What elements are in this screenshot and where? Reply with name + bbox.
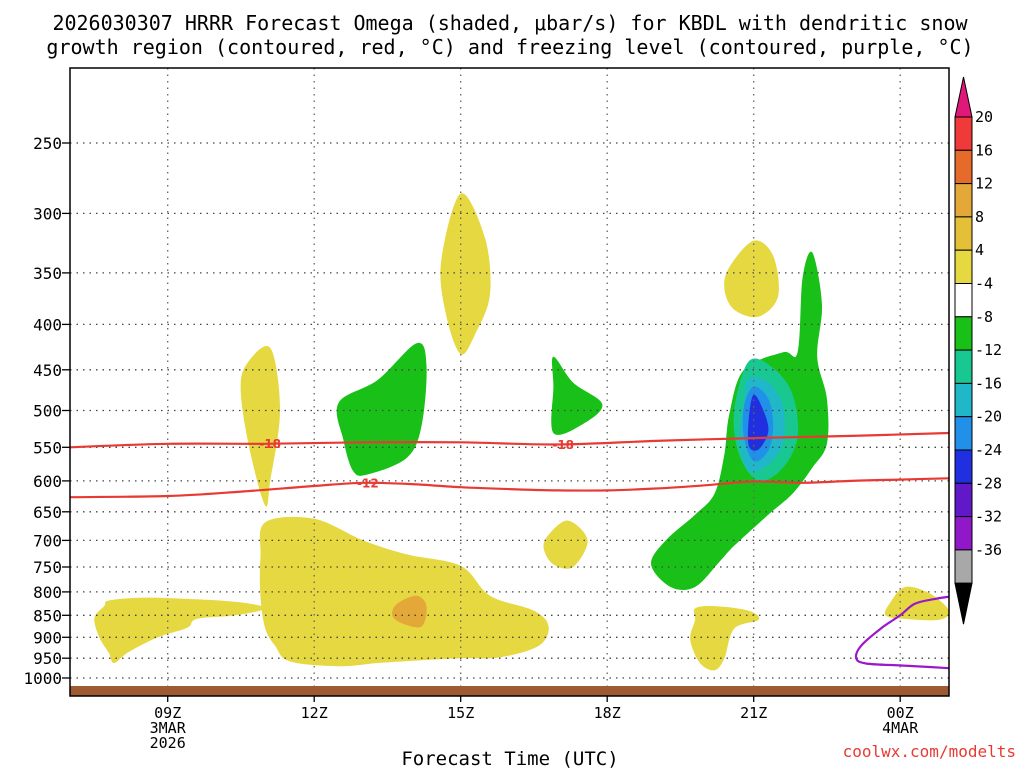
y-tick-label: 750 [33, 558, 62, 577]
omega-weak-rising-4 [259, 516, 549, 667]
y-tick-label: 300 [33, 204, 62, 223]
omega-weak-rising-4 [94, 597, 266, 664]
y-tick-label: 900 [33, 628, 62, 647]
y-tick-label: 950 [33, 649, 62, 668]
x-tick-label: 00Z [887, 704, 914, 722]
y-tick-label: 550 [33, 438, 62, 457]
omega-sinking--4 [336, 342, 427, 476]
colorbar-swatch [954, 216, 973, 251]
colorbar-swatch [954, 116, 973, 151]
colorbar-swatch [954, 149, 973, 185]
colorbar-label: 20 [975, 108, 993, 126]
y-tick-label: 500 [33, 402, 62, 421]
colorbar-label: -36 [975, 541, 1002, 559]
colorbar-swatch [954, 249, 973, 284]
contour-label: -12 [357, 476, 379, 490]
y-tick-label: 250 [33, 134, 62, 153]
colorbar-swatch [954, 516, 973, 551]
colorbar-label: 16 [975, 141, 993, 159]
colorbar-swatch [954, 382, 973, 418]
colorbar-swatch [954, 416, 973, 451]
y-tick-label: 350 [33, 264, 62, 283]
colorbar-label: -8 [975, 308, 993, 326]
contour-label: -18 [552, 438, 574, 452]
temperature-contours [70, 431, 949, 670]
y-tick-label: 700 [33, 531, 62, 550]
colorbar-swatch [954, 549, 973, 584]
colorbar-label: -24 [975, 441, 1002, 459]
y-tick-label: 400 [33, 315, 62, 334]
x-tick-label: 4MAR [882, 719, 919, 737]
omega-weak-rising-4 [240, 345, 280, 507]
y-tick-label: 850 [33, 606, 62, 625]
x-tick-label: 15Z [447, 704, 474, 722]
chart-title-line1: 2026030307 HRRR Forecast Omega (shaded, … [52, 11, 968, 35]
credit-text: coolwx.com/modelts [843, 742, 1016, 761]
isotherm-line [70, 431, 949, 449]
colorbar-top-arrow [954, 76, 973, 118]
gridlines [70, 68, 949, 696]
contour-labels: -18 -18 -12 [259, 437, 574, 490]
colorbar-label: 8 [975, 208, 984, 226]
x-axis-label: Forecast Time (UTC) [401, 748, 618, 768]
chart-title-line2: growth region (contoured, red, °C) and f… [46, 35, 973, 59]
colorbar-label: -32 [975, 508, 1002, 526]
y-tick-label: 1000 [23, 669, 62, 688]
omega-shading [94, 193, 949, 671]
colorbar-swatch [954, 349, 973, 384]
colorbar-swatch [954, 283, 973, 318]
colorbar-label: -28 [975, 474, 1002, 492]
x-tick-label: 09Z [154, 704, 181, 722]
colorbar-swatch [954, 449, 973, 484]
x-tick-label: 3MAR [150, 719, 187, 737]
x-tick-label: 12Z [301, 704, 328, 722]
colorbar-label: -20 [975, 408, 1002, 426]
isotherm-line [70, 477, 949, 499]
colorbar: 20 16 12 8 4 -4 -8 -12 -16 -20 -24 -28 -32 -36 [954, 76, 1002, 625]
omega-moderate-rising-8 [392, 595, 427, 628]
colorbar-swatch [954, 482, 973, 518]
y-tick-label: 800 [33, 583, 62, 602]
colorbar-swatch [954, 183, 973, 218]
omega-weak-rising-4 [543, 520, 588, 569]
colorbar-swatch [954, 316, 973, 351]
x-tick-label: 18Z [594, 704, 621, 722]
x-tick-label: 21Z [740, 704, 767, 722]
colorbar-bottom-arrow [954, 582, 973, 625]
y-tick-label: 600 [33, 472, 62, 491]
omega-strong-sinking--20 [747, 394, 769, 451]
contour-label: -18 [259, 437, 281, 451]
omega-weak-rising-4 [440, 193, 491, 355]
colorbar-label: 4 [975, 241, 984, 259]
plot-frame [69, 67, 950, 697]
pressure-axis: 250 300 350 400 450 500 550 600 650 700 750 800 850 9… [23, 134, 70, 688]
omega-weak-rising-4 [724, 240, 779, 318]
colorbar-label: -12 [975, 341, 1002, 359]
omega-weak-rising-4 [690, 605, 760, 671]
x-tick-label: 2026 [150, 734, 186, 752]
y-tick-label: 650 [33, 503, 62, 522]
colorbar-label: 12 [975, 175, 993, 193]
freezing-level-line [854, 595, 949, 670]
colorbar-label: -16 [975, 374, 1002, 392]
colorbar-label: -4 [975, 275, 993, 293]
y-tick-label: 450 [33, 361, 62, 380]
terrain-surface [70, 686, 949, 696]
omega-sinking--4 [551, 356, 603, 435]
